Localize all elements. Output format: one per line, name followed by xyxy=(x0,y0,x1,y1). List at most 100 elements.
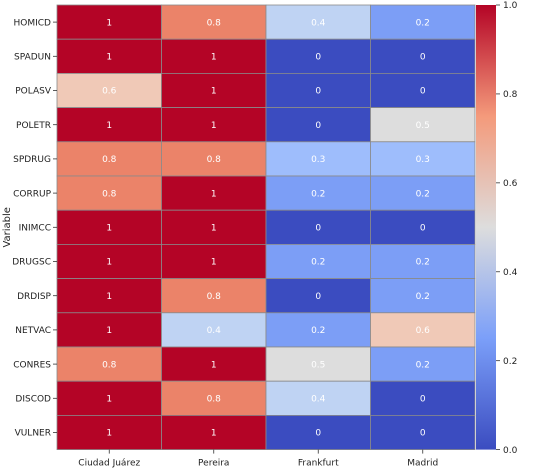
y-tick-label: HOMICD xyxy=(14,18,52,28)
cell-value-label: 0.4 xyxy=(207,326,222,336)
heatmap-cell xyxy=(370,107,476,143)
cell-value-label: 0.5 xyxy=(311,360,325,370)
cell-value-label: 0.8 xyxy=(207,395,222,405)
heatmap-cell xyxy=(265,141,371,177)
heatmap-cell xyxy=(56,414,162,450)
heatmap-cell xyxy=(161,38,267,74)
cell-value-label: 1 xyxy=(106,326,112,336)
heatmap-cell xyxy=(161,4,267,40)
cell-value-label: 0 xyxy=(420,429,426,439)
cell-value-label: 0.4 xyxy=(311,395,326,405)
cell-value-label: 0.8 xyxy=(102,360,117,370)
heatmap-cell xyxy=(161,312,267,348)
cell-value-label: 0.2 xyxy=(311,326,325,336)
cell-value-label: 1 xyxy=(106,258,112,268)
y-tick-label: DRUGSC xyxy=(12,258,51,268)
cell-value-label: 0.5 xyxy=(416,121,430,131)
heatmap-cell xyxy=(161,346,267,382)
y-axis-ticks: HOMICD SPADUN POLASV POLETR SPDRUG CORRUP INIM… xyxy=(12,18,57,439)
cell-value-label: 1 xyxy=(211,87,217,97)
y-tick-label: NETVAC xyxy=(15,326,51,336)
colorbar: 0.0 0.2 0.4 0.6 0.8 1.0 xyxy=(476,1,518,456)
heatmap-cell xyxy=(161,175,267,211)
cell-value-label: 0.2 xyxy=(416,292,430,302)
cell-value-label: 1 xyxy=(211,360,217,370)
y-tick-label: VULNER xyxy=(15,429,51,439)
heatmap-cell xyxy=(370,175,476,211)
cell-value-label: 0 xyxy=(420,53,426,63)
cell-value-label: 1 xyxy=(211,258,217,268)
y-tick-label: SPADUN xyxy=(14,53,51,63)
heatmap-cell xyxy=(370,73,476,109)
colorbar-tick-label: 0.0 xyxy=(503,446,518,456)
heatmap-cell xyxy=(370,38,476,74)
cell-value-label: 1 xyxy=(106,53,112,63)
colorbar-tick-label: 0.2 xyxy=(503,357,517,367)
heatmap-cell xyxy=(56,209,162,245)
heatmap-cell xyxy=(56,243,162,279)
heatmap-cell xyxy=(161,380,267,416)
y-tick-label: DISCOD xyxy=(15,395,51,405)
cell-value-label: 0.4 xyxy=(311,18,326,28)
cell-value-label: 0.8 xyxy=(102,189,117,199)
heatmap-cell xyxy=(56,175,162,211)
cell-value-label: 0.8 xyxy=(207,18,222,28)
heatmap-cell xyxy=(265,243,371,279)
heatmap-cell xyxy=(56,380,162,416)
heatmap-cell xyxy=(370,278,476,314)
heatmap-cell xyxy=(161,141,267,177)
y-tick-label: SPDRUG xyxy=(13,155,51,165)
cell-value-label: 1 xyxy=(106,18,112,28)
heatmap-cell xyxy=(370,346,476,382)
y-tick-label: INIMCC xyxy=(19,224,51,234)
heatmap-cell xyxy=(161,107,267,143)
y-tick-label: CORRUP xyxy=(13,189,51,199)
cell-value-label: 0 xyxy=(315,224,321,234)
cell-value-label: 1 xyxy=(106,224,112,234)
colorbar-tick-label: 1.0 xyxy=(503,1,518,11)
cell-value-label: 0 xyxy=(315,429,321,439)
cell-value-label: 1 xyxy=(106,121,112,131)
cell-value-label: 1 xyxy=(211,224,217,234)
y-tick-label: POLETR xyxy=(16,121,51,131)
cell-value-label: 0.8 xyxy=(207,292,222,302)
cell-value-label: 1 xyxy=(211,429,217,439)
cell-value-label: 0.2 xyxy=(416,360,430,370)
heatmap-cell xyxy=(56,4,162,40)
heatmap-cell xyxy=(265,414,371,450)
x-tick-label: Ciudad Juárez xyxy=(78,459,140,469)
cell-value-label: 0.2 xyxy=(416,258,430,268)
cell-value-label: 0 xyxy=(315,292,321,302)
x-axis-ticks: Ciudad Juárez Pereira Frankfurt Madrid xyxy=(78,449,438,469)
cell-value-label: 1 xyxy=(106,395,112,405)
cell-value-label: 0.2 xyxy=(416,18,430,28)
heatmap-cells: 1 0.8 0.4 0.2 1 1 0 0 0.6 1 0 0 1 1 0 0.5 0.8 0.8 0.3 0.3 0.… xyxy=(56,4,476,450)
colorbar-tick-label: 0.4 xyxy=(503,268,518,278)
cell-value-label: 0.3 xyxy=(311,155,325,165)
cell-value-label: 0 xyxy=(315,87,321,97)
y-tick-label: CONRES xyxy=(13,360,51,370)
heatmap-cell xyxy=(265,175,371,211)
cell-value-label: 0.6 xyxy=(102,87,117,97)
cell-value-label: 0.6 xyxy=(416,326,431,336)
x-tick-label: Frankfurt xyxy=(298,459,339,469)
heatmap-cell xyxy=(370,209,476,245)
heatmap-cell xyxy=(370,141,476,177)
cell-value-label: 0 xyxy=(315,53,321,63)
heatmap-cell xyxy=(370,414,476,450)
cell-value-label: 1 xyxy=(106,292,112,302)
cell-value-label: 1 xyxy=(211,189,217,199)
heatmap-cell xyxy=(370,312,476,348)
heatmap-cell xyxy=(56,312,162,348)
heatmap-cell xyxy=(161,414,267,450)
colorbar-tick-label: 0.8 xyxy=(503,90,518,100)
y-axis-title: Variable xyxy=(2,207,13,248)
cell-value-label: 0.2 xyxy=(311,258,325,268)
heatmap-cell xyxy=(265,380,371,416)
cell-value-label: 1 xyxy=(211,121,217,131)
y-tick-label: POLASV xyxy=(15,87,52,97)
cell-value-label: 0 xyxy=(420,395,426,405)
cell-value-label: 0.8 xyxy=(102,155,117,165)
heatmap-cell xyxy=(370,4,476,40)
